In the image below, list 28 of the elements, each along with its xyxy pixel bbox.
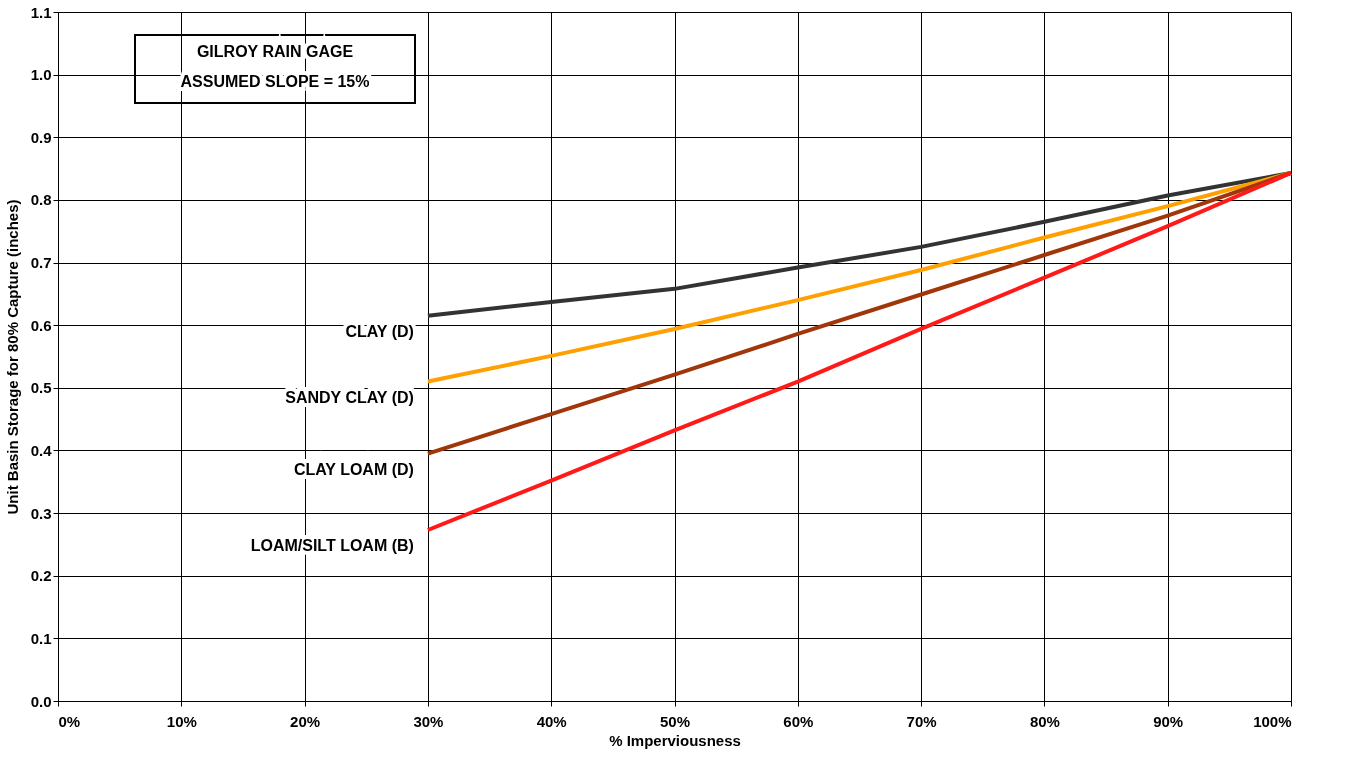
x-tick-label: 40% bbox=[536, 712, 567, 730]
x-tick-label: 10% bbox=[166, 712, 197, 730]
x-tick-label: 20% bbox=[290, 712, 321, 730]
y-axis-title: Unit Basin Storage for 80% Capture (inches) bbox=[3, 199, 21, 515]
y-tick-label: 0.7 bbox=[30, 254, 52, 272]
x-tick-label: 70% bbox=[906, 712, 937, 730]
x-axis-title: % Imperviousness bbox=[609, 731, 741, 749]
y-tick-label: 1.1 bbox=[30, 3, 52, 21]
y-tick-label: 0.4 bbox=[30, 441, 53, 459]
x-tick-label: 30% bbox=[413, 712, 444, 730]
series-label: CLAY (D) bbox=[345, 322, 414, 340]
x-tick-label: 100% bbox=[1253, 712, 1292, 730]
y-tick-label: 0.0 bbox=[30, 692, 52, 710]
x-tick-label: 50% bbox=[659, 712, 691, 730]
x-tick-label: 90% bbox=[1153, 712, 1184, 730]
x-tick-label: 80% bbox=[1029, 712, 1060, 730]
line-series bbox=[425, 170, 1293, 384]
x-tick-label: 60% bbox=[783, 712, 814, 730]
y-tick-label: 1.0 bbox=[30, 66, 52, 84]
y-tick-label: 0.9 bbox=[30, 128, 52, 146]
x-tick-label: 0% bbox=[58, 712, 81, 730]
y-tick-label: 0.8 bbox=[30, 191, 52, 209]
y-tick-label: 0.3 bbox=[30, 504, 52, 522]
y-tick-label: 0.1 bbox=[30, 629, 52, 647]
y-tick-label: 0.2 bbox=[30, 567, 52, 585]
line-series bbox=[425, 170, 1293, 532]
y-tick-label: 0.6 bbox=[30, 316, 52, 334]
y-tick-label: 0.5 bbox=[30, 379, 52, 397]
